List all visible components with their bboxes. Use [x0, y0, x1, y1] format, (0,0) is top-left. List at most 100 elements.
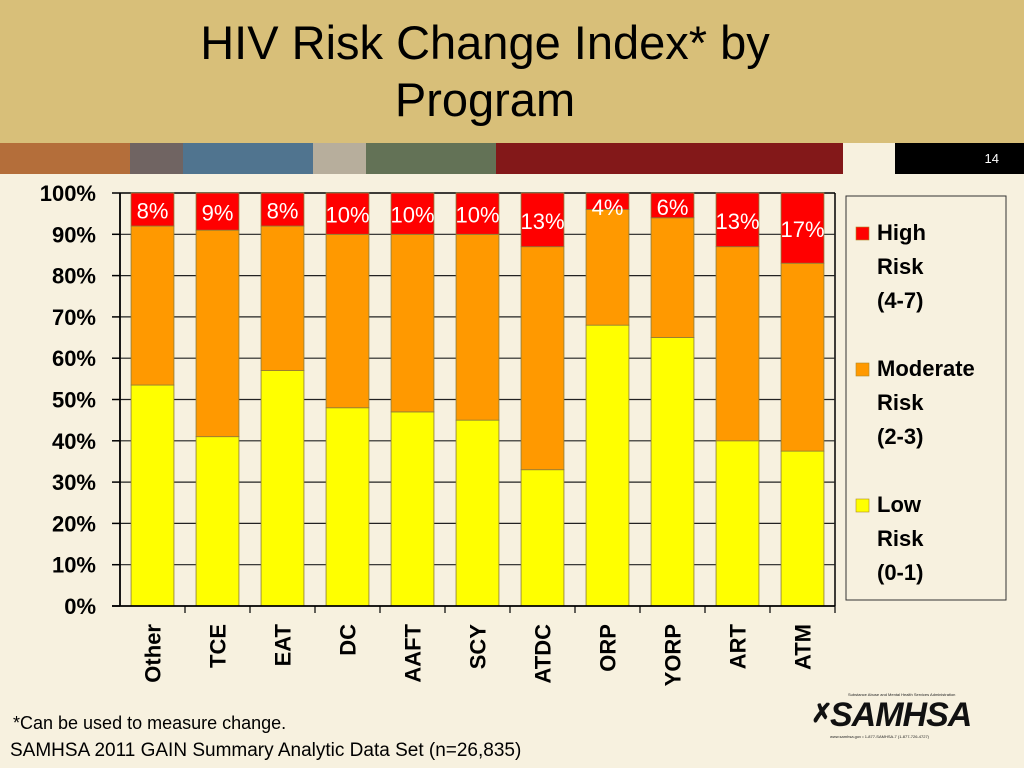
- bar-segment-low-aaft: [390, 411, 435, 607]
- legend-label: (2-3): [877, 424, 923, 449]
- data-label: 10%: [325, 203, 369, 228]
- page-number: 14: [984, 151, 999, 166]
- x-tick-label: ART: [726, 623, 751, 669]
- legend-label: Risk: [877, 390, 924, 415]
- bar-segment-high-atm: [780, 192, 825, 264]
- x-tick-label: AAFT: [401, 623, 426, 682]
- data-label: 4%: [592, 195, 624, 220]
- bar-segment-moderate-atm: [780, 262, 825, 452]
- bar-segment-moderate-scy: [455, 233, 500, 421]
- y-tick-label: 50%: [52, 388, 96, 413]
- bar-segment-moderate-yorp: [650, 217, 695, 338]
- data-label: 10%: [455, 203, 499, 228]
- y-tick-label: 0%: [64, 594, 96, 619]
- stripe-segment: [313, 143, 366, 174]
- y-tick-label: 40%: [52, 429, 96, 454]
- stripe-segment: [843, 143, 895, 174]
- bar-segment-low-eat: [260, 370, 305, 607]
- bar-segment-moderate-aaft: [390, 233, 435, 413]
- logo-wordmark: SAMHSA: [830, 696, 972, 734]
- bar-segment-low-atdc: [520, 469, 565, 607]
- bar-segment-high-atdc: [520, 192, 565, 248]
- page-number-box: 14: [895, 143, 1024, 174]
- data-label: 17%: [780, 217, 824, 242]
- x-tick-label: Other: [141, 624, 166, 683]
- legend-swatch: [855, 362, 870, 377]
- y-tick-label: 20%: [52, 511, 96, 536]
- legend-label: Low: [877, 492, 922, 517]
- bar-segment-low-tce: [195, 436, 240, 607]
- bar-segment-moderate-atdc: [520, 246, 565, 471]
- bar-segment-moderate-eat: [260, 225, 305, 371]
- legend-label: High: [877, 220, 926, 245]
- x-tick-label: ATDC: [531, 624, 556, 684]
- y-tick-label: 10%: [52, 553, 96, 578]
- y-tick-label: 100%: [40, 181, 96, 206]
- y-tick-label: 80%: [52, 264, 96, 289]
- bar-segment-low-other: [130, 384, 175, 607]
- logo-contact: www.samhsa.gov • 1-877-SAMHSA-7 (1-877-7…: [830, 734, 929, 739]
- bar-segment-low-dc: [325, 407, 370, 607]
- bar-segment-low-atm: [780, 450, 825, 607]
- bar-segment-low-scy: [455, 419, 500, 607]
- title-line-1: HIV Risk Change Index* by: [200, 16, 770, 69]
- stripe-segment: [130, 143, 183, 174]
- stripe-segment: [366, 143, 496, 174]
- legend-box: [845, 195, 1007, 601]
- bar-segment-low-yorp: [650, 337, 695, 607]
- bar-segment-high-eat: [260, 192, 305, 227]
- logo-tagline: Substance Abuse and Mental Health Servic…: [848, 692, 956, 697]
- legend-label: (0-1): [877, 560, 923, 585]
- legend-label: Risk: [877, 254, 924, 279]
- slide-header: HIV Risk Change Index* by Program: [0, 0, 1024, 143]
- data-label: 8%: [137, 199, 169, 224]
- y-tick-label: 70%: [52, 305, 96, 330]
- y-tick-label: 30%: [52, 470, 96, 495]
- x-tick-label: ORP: [596, 624, 621, 672]
- data-label: 6%: [657, 195, 689, 220]
- x-tick-label: EAT: [271, 623, 296, 666]
- bar-segment-high-yorp: [650, 192, 695, 219]
- data-label: 13%: [715, 209, 759, 234]
- bar-segment-moderate-tce: [195, 229, 240, 438]
- bar-segment-moderate-orp: [585, 209, 630, 326]
- bar-segment-high-orp: [585, 192, 630, 210]
- x-tick-label: YORP: [661, 624, 686, 686]
- bar-segment-low-orp: [585, 324, 630, 607]
- data-label: 9%: [202, 201, 234, 226]
- data-source: SAMHSA 2011 GAIN Summary Analytic Data S…: [10, 740, 522, 761]
- bar-segment-low-art: [715, 440, 760, 607]
- bar-segment-moderate-other: [130, 225, 175, 386]
- x-tick-label: TCE: [206, 624, 231, 668]
- bar-segment-moderate-art: [715, 246, 760, 442]
- x-tick-label: DC: [336, 624, 361, 656]
- title-line-2: Program: [394, 73, 576, 126]
- legend-swatch: [855, 226, 870, 241]
- y-tick-label: 90%: [52, 222, 96, 247]
- x-tick-label: SCY: [466, 624, 491, 670]
- data-label: 13%: [520, 209, 564, 234]
- stripe-segment: [496, 143, 843, 174]
- data-label: 8%: [267, 199, 299, 224]
- bar-segment-high-aaft: [390, 192, 435, 235]
- legend-label: (4-7): [877, 288, 923, 313]
- slide-title: HIV Risk Change Index* by Program: [0, 14, 970, 128]
- bar-segment-high-dc: [325, 192, 370, 235]
- legend-swatch: [855, 498, 870, 513]
- y-tick-label: 60%: [52, 346, 96, 371]
- bar-segment-moderate-dc: [325, 233, 370, 409]
- stripe-segment: [0, 143, 130, 174]
- bar-segment-high-other: [130, 192, 175, 227]
- bar-segment-high-tce: [195, 192, 240, 231]
- data-label: 10%: [390, 203, 434, 228]
- samhsa-logo: ✗ Substance Abuse and Mental Health Serv…: [808, 688, 978, 739]
- bar-segment-high-art: [715, 192, 760, 248]
- person-figure-icon: ✗: [811, 698, 833, 728]
- stripe-segment: [183, 143, 313, 174]
- x-tick-label: ATM: [791, 624, 816, 670]
- bar-segment-high-scy: [455, 192, 500, 235]
- legend-label: Moderate: [877, 356, 975, 381]
- footnote: *Can be used to measure change.: [13, 713, 287, 733]
- legend-label: Risk: [877, 526, 924, 551]
